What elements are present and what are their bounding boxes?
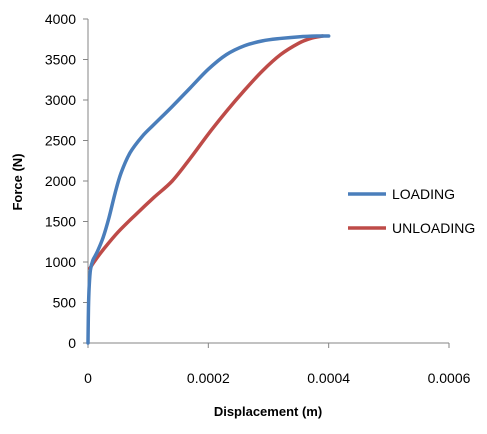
y-tick-label: 500 <box>53 295 77 311</box>
series-line-unloading <box>88 34 325 271</box>
y-tick-label: 2000 <box>45 173 76 189</box>
x-tick-label: 0.0004 <box>307 370 350 386</box>
y-axis-title: Force (N) <box>10 153 25 210</box>
series-line-loading <box>86 34 331 345</box>
plot-area <box>83 18 450 348</box>
y-axis-ticks <box>83 18 88 344</box>
y-tick-label: 3000 <box>45 92 76 108</box>
x-tick-label: 0.0002 <box>187 370 230 386</box>
legend: LOADING UNLOADING <box>348 186 475 236</box>
x-tick-label: 0 <box>84 370 92 386</box>
x-tick-label: 0.0006 <box>428 370 471 386</box>
y-tick-labels: 0 500 1000 1500 2000 2500 3000 3500 4000 <box>45 11 76 351</box>
legend-label-unloading: UNLOADING <box>392 220 475 236</box>
y-tick-label: 3500 <box>45 52 76 68</box>
series-layer <box>86 34 331 345</box>
y-tick-label: 1000 <box>45 254 76 270</box>
y-tick-label: 4000 <box>45 11 76 27</box>
x-axis-title: Displacement (m) <box>214 404 322 419</box>
y-tick-label: 2500 <box>45 133 76 149</box>
y-tick-label: 1500 <box>45 214 76 230</box>
y-tick-label: 0 <box>68 335 76 351</box>
x-axis-ticks <box>87 343 450 348</box>
legend-label-loading: LOADING <box>392 186 455 202</box>
x-tick-labels: 0 0.0002 0.0004 0.0006 <box>84 370 471 386</box>
